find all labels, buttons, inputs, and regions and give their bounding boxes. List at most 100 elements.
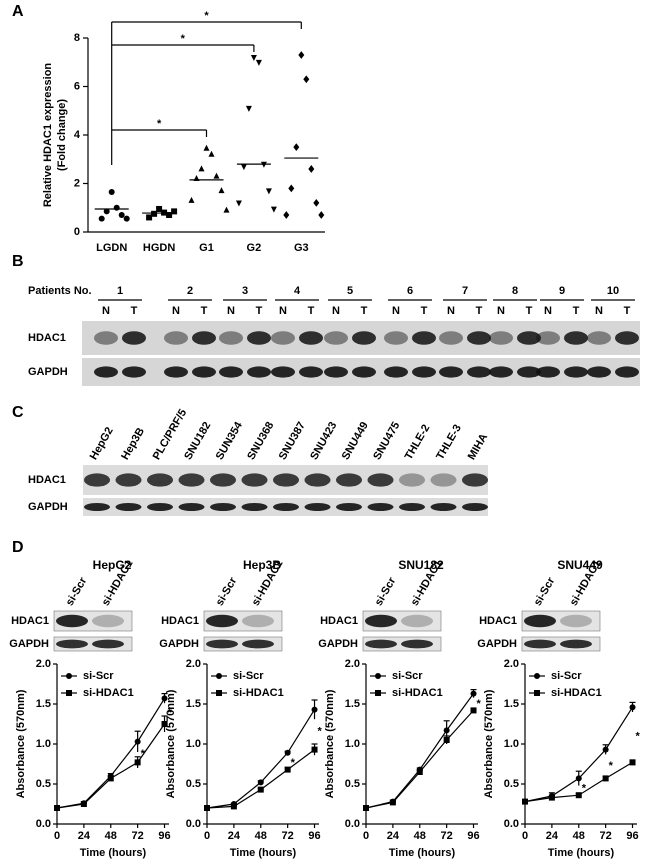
y-tick-label: 2 bbox=[74, 177, 80, 189]
lane-label: si-Scr bbox=[64, 575, 90, 608]
row-label: HDAC1 bbox=[28, 332, 66, 344]
marker bbox=[270, 206, 277, 213]
marker bbox=[303, 75, 310, 84]
x-tick-label: HGDN bbox=[143, 242, 175, 254]
x-axis-label: Time (hours) bbox=[548, 847, 615, 859]
lane-label: T bbox=[421, 305, 428, 317]
marker bbox=[313, 199, 320, 207]
marker bbox=[98, 215, 105, 222]
blot-band bbox=[615, 331, 639, 345]
lane-label: N bbox=[544, 305, 552, 317]
blot-band bbox=[430, 503, 457, 511]
marker bbox=[443, 737, 450, 743]
marker bbox=[146, 214, 153, 221]
blot-band bbox=[365, 614, 397, 628]
row-label: HDAC1 bbox=[320, 615, 358, 627]
legend-marker bbox=[375, 690, 381, 696]
x-tick-label: 96 bbox=[626, 830, 638, 842]
lane-label: T bbox=[131, 305, 138, 317]
chart-title: Hep3B bbox=[243, 558, 281, 572]
marker bbox=[470, 690, 477, 697]
marker bbox=[602, 775, 609, 782]
marker bbox=[203, 144, 210, 151]
blot-band bbox=[517, 331, 541, 345]
x-tick-label: 96 bbox=[308, 830, 320, 842]
blot-band bbox=[147, 503, 173, 511]
y-tick-label: 0 bbox=[74, 226, 80, 238]
marker bbox=[311, 706, 318, 713]
significance-label: * bbox=[636, 731, 641, 743]
chart-title: SNU449 bbox=[557, 558, 603, 572]
lane-label: N bbox=[392, 305, 400, 317]
blot-band bbox=[352, 366, 376, 378]
blot-band bbox=[524, 614, 556, 628]
panel-label: A bbox=[12, 3, 24, 20]
y-tick-label: 0.5 bbox=[186, 778, 201, 790]
marker bbox=[416, 769, 423, 775]
blot-band bbox=[399, 473, 425, 487]
blot-band bbox=[164, 331, 188, 345]
x-tick-label: G3 bbox=[294, 242, 309, 254]
marker bbox=[218, 187, 225, 194]
blot-band bbox=[219, 331, 243, 345]
y-tick-label: 1.0 bbox=[186, 738, 201, 750]
blot-band bbox=[94, 366, 118, 378]
y-tick-label: 1.0 bbox=[36, 738, 51, 750]
group-label: 10 bbox=[607, 285, 619, 297]
blot-band bbox=[56, 639, 88, 649]
legend-marker bbox=[375, 673, 381, 679]
x-tick-label: 24 bbox=[546, 830, 559, 842]
marker bbox=[118, 212, 125, 219]
marker bbox=[107, 775, 114, 782]
y-axis-label: Absorbance (570nm) bbox=[483, 689, 495, 798]
group-label: 1 bbox=[117, 285, 123, 297]
y-tick-label: 4 bbox=[74, 129, 81, 141]
significance-label: * bbox=[582, 783, 587, 795]
lane-label: SNU182 bbox=[182, 420, 213, 462]
legend-marker bbox=[216, 690, 222, 696]
marker bbox=[629, 759, 636, 766]
blot-band bbox=[560, 639, 592, 649]
y-tick-label: 0.5 bbox=[504, 778, 519, 790]
row-label: GAPDH bbox=[28, 366, 68, 378]
legend-label: si-HDAC1 bbox=[392, 687, 443, 699]
blot-band bbox=[299, 366, 323, 378]
blot-band bbox=[304, 473, 331, 487]
row-label: HDAC1 bbox=[11, 615, 49, 627]
blot-band bbox=[242, 639, 274, 649]
marker bbox=[522, 798, 528, 805]
marker bbox=[245, 105, 252, 112]
y-axis-label: Absorbance (570nm) bbox=[15, 689, 27, 798]
y-tick-label: 0.0 bbox=[186, 818, 201, 830]
blot-band bbox=[84, 473, 110, 487]
marker bbox=[213, 172, 220, 179]
lane-label: N bbox=[227, 305, 235, 317]
blot-band bbox=[560, 614, 592, 628]
marker bbox=[123, 215, 130, 222]
blot-band bbox=[178, 503, 205, 511]
lane-label: T bbox=[201, 305, 208, 317]
lane-label: T bbox=[624, 305, 631, 317]
blot-band bbox=[115, 473, 142, 487]
blot-band bbox=[94, 331, 118, 345]
panel-label: D bbox=[12, 539, 24, 556]
x-axis-label: Time (hours) bbox=[389, 847, 456, 859]
y-axis-label: Relative HDAC1 expression bbox=[42, 63, 54, 208]
marker bbox=[250, 55, 257, 61]
lane-label: si-Scr bbox=[532, 575, 558, 608]
group-label: 9 bbox=[559, 285, 565, 297]
blot-band bbox=[56, 614, 88, 628]
significance-label: * bbox=[181, 33, 186, 45]
lane-label: T bbox=[361, 305, 368, 317]
blot-band bbox=[489, 331, 513, 345]
blot-band bbox=[84, 503, 110, 511]
row-label: GAPDH bbox=[318, 638, 358, 650]
lane-label: HepG2 bbox=[88, 425, 116, 462]
significance-label: * bbox=[318, 726, 323, 738]
marker bbox=[283, 211, 290, 219]
row-label: GAPDH bbox=[28, 501, 68, 513]
blot-band bbox=[336, 503, 362, 511]
legend-label: si-HDAC1 bbox=[83, 687, 134, 699]
blot-band bbox=[336, 473, 362, 487]
legend-marker bbox=[534, 690, 540, 696]
